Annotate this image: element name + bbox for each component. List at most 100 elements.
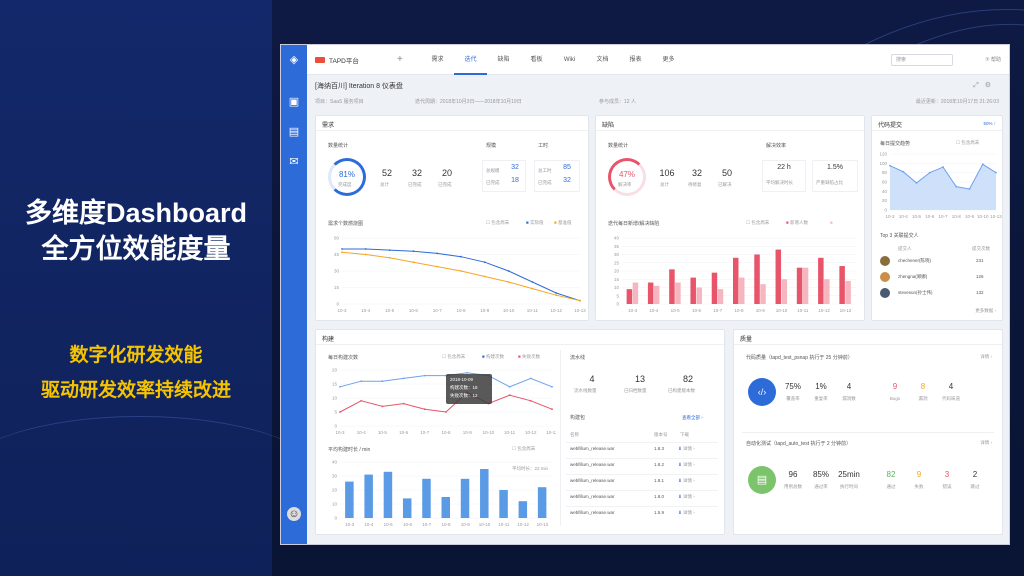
y-tick-label: 80 <box>882 170 888 175</box>
package-detail-link[interactable]: ⬇ 详情 › <box>678 478 695 483</box>
package-detail-link[interactable]: ⬇ 详情 › <box>678 462 695 467</box>
scale-item-value: 32 <box>511 164 519 171</box>
view-all-link[interactable]: 查看全部 › <box>682 415 703 420</box>
quality-stat-label: 执行时间 <box>840 484 858 489</box>
quality-stat-value: 4 <box>846 382 852 391</box>
auto-test-detail-link[interactable]: 详情 › <box>980 440 992 445</box>
tapd-app-window: ◈ ▣ ▤ ✉ ☺ TAPD平台 + 需求 迭代 缺陷 看板 Wiki 文档 报… <box>280 44 1010 545</box>
bar <box>739 277 745 304</box>
data-point <box>889 164 891 167</box>
y-tick-label: 0 <box>334 516 337 521</box>
nav-item[interactable]: 文档 <box>596 56 609 63</box>
legend-weekend[interactable]: ☐ 包含周末 <box>956 140 980 145</box>
legend-new: ■ 新增人数 <box>786 220 808 225</box>
data-point <box>466 371 469 374</box>
quality-stat-value: 1% <box>815 382 827 391</box>
bar <box>364 474 373 518</box>
chart-title: 每日构建次数 <box>328 355 359 361</box>
data-point <box>508 385 511 388</box>
y-tick-label: 15 <box>334 285 340 290</box>
chart-title: 每日提交趋势 <box>880 141 911 147</box>
bar <box>647 282 654 304</box>
data-point <box>412 261 415 264</box>
package-detail-link[interactable]: ⬇ 详情 › <box>678 494 695 499</box>
scale-box <box>482 160 526 192</box>
defect-bar-chart: 0 5 10 15 20 25 30 35 40 10-3 10-4 10-5 10-6 10-7 10-8… <box>614 236 856 313</box>
data-point <box>507 281 510 283</box>
committer-count: 126 <box>976 274 984 279</box>
data-point <box>551 385 553 388</box>
package-detail-link[interactable]: ⬇ 详情 › <box>678 510 695 515</box>
legend-weekend[interactable]: ☐ 包含周末 <box>746 220 770 225</box>
bar <box>480 469 489 518</box>
stat-label: 已完成 <box>438 182 452 187</box>
inbox-icon[interactable]: ▣ <box>288 96 300 108</box>
quality-stat-label: 代码味道 <box>942 396 960 401</box>
quality-stat-value: 2 <box>972 470 978 479</box>
legend-text: 包含周末 <box>491 220 510 225</box>
headline-line-1: 多维度Dashboard <box>24 198 248 228</box>
nav-item[interactable]: 需求 <box>431 56 444 63</box>
bar <box>824 279 830 304</box>
data-point <box>360 399 363 402</box>
bar <box>818 257 824 304</box>
iteration-meta: 项目：SaaS 服务项目 迭代周期：2018年10月3日——2018年10月19… <box>315 98 999 108</box>
work-item-label: 已完成 <box>538 180 552 185</box>
tapd-logo-icon[interactable]: ◈ <box>289 54 299 66</box>
y-tick-label: 40 <box>614 236 620 241</box>
data-point <box>423 408 426 411</box>
completion-ring <box>328 158 366 196</box>
severe-ratio: 1.5% <box>827 164 843 171</box>
decorative-wave <box>0 416 320 536</box>
data-point <box>968 188 971 190</box>
code-commit-card: 代码提交 50% ↑ 每日提交趋势 ☐ 包含周末 0 20 40 60 80 100 120… <box>871 115 1003 321</box>
nav-item-active[interactable]: 迭代 <box>454 45 487 75</box>
more-link[interactable]: 更多数据 › <box>975 308 996 313</box>
nav-item[interactable]: 缺陷 <box>497 56 510 63</box>
bar <box>632 282 639 304</box>
y-tick-label: 100 <box>879 161 887 166</box>
left-panel <box>0 0 320 576</box>
add-icon[interactable]: + <box>397 54 403 65</box>
y-tick-label: 35 <box>614 244 620 249</box>
quality-stat-label: 失败 <box>914 484 924 489</box>
data-point <box>339 411 341 413</box>
y-tick-label: 20 <box>882 198 888 203</box>
y-tick-label: 120 <box>879 152 887 157</box>
gear-icon[interactable]: ⚙ <box>984 82 997 89</box>
nav-item[interactable]: 报表 <box>629 56 642 63</box>
x-tick-label: 10-6 <box>409 308 419 313</box>
data-point <box>436 265 439 268</box>
mail-icon[interactable]: ✉ <box>289 156 299 168</box>
brand[interactable]: TAPD平台 <box>315 55 397 65</box>
x-tick-label: 10-9 <box>965 214 975 219</box>
x-tick-label: 10-3 <box>337 308 347 313</box>
search-input[interactable]: 搜索 <box>891 54 953 66</box>
work-item-label: 总工时 <box>538 168 552 173</box>
card-title: 代码提交 <box>878 123 903 129</box>
y-tick-label: 10 <box>614 285 620 290</box>
col-header: 名称 <box>570 432 579 437</box>
col-header: 提交次数 <box>972 246 990 251</box>
nav-item[interactable]: Wiki <box>563 56 576 63</box>
bar <box>669 269 675 304</box>
x-tick-label: 10-5 <box>384 522 394 527</box>
legend-weekend[interactable]: ☐ 包含周末 <box>486 220 510 225</box>
code-quality-detail-link[interactable]: 详情 › <box>980 354 992 359</box>
top-bar: TAPD平台 + 需求 迭代 缺陷 看板 Wiki 文档 报表 更多 搜索 ⑦ … <box>307 45 1009 75</box>
stat-label: 已完成 <box>408 182 422 187</box>
legend-weekend[interactable]: ☐ 包含周末 <box>442 354 466 359</box>
x-tick-label: 10-4 <box>364 522 374 527</box>
defect-card: 缺陷 数量统计 47% 解决率 106 总计 32 待修复 50 已解决 解决效… <box>595 115 865 321</box>
y-tick-label: 40 <box>332 460 338 465</box>
stat-label: 已解决 <box>718 182 732 187</box>
notes-icon[interactable]: ▤ <box>288 126 300 138</box>
help-link[interactable]: ⑦ 帮助 <box>985 57 1001 63</box>
x-tick-label: 10-7 <box>422 522 432 527</box>
nav-item[interactable]: 更多 <box>662 56 675 63</box>
expand-icon[interactable]: ⤢ <box>973 82 985 89</box>
nav-item[interactable]: 看板 <box>530 56 543 63</box>
user-avatar-icon[interactable]: ☺ <box>287 507 301 521</box>
package-detail-link[interactable]: ⬇ 详情 › <box>678 446 695 451</box>
legend-weekend[interactable]: ☐ 包含周末 <box>512 446 536 451</box>
